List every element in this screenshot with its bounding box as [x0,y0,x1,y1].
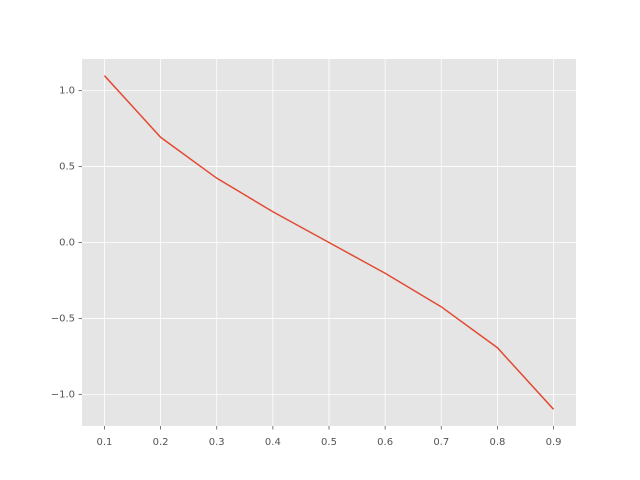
x-tick-label: 0.5 [321,437,337,448]
x-tick-label: 0.6 [377,437,393,448]
x-tick-label: 0.4 [265,437,281,448]
line-series [103,75,555,410]
x-tick-label: 0.2 [153,437,169,448]
y-tick-label: 0.0 [59,238,75,249]
y-tick-label: −0.5 [51,313,75,324]
y-tick-label: 0.5 [59,162,75,173]
x-tick-label: 0.9 [546,437,562,448]
y-tick-label: 1.0 [59,86,75,97]
x-tick-label: 0.8 [489,437,505,448]
x-tick-label: 0.7 [433,437,449,448]
y-tick-label: −1.0 [51,389,75,400]
x-tick-label: 0.3 [209,437,225,448]
x-tick-label: 0.1 [97,437,113,448]
